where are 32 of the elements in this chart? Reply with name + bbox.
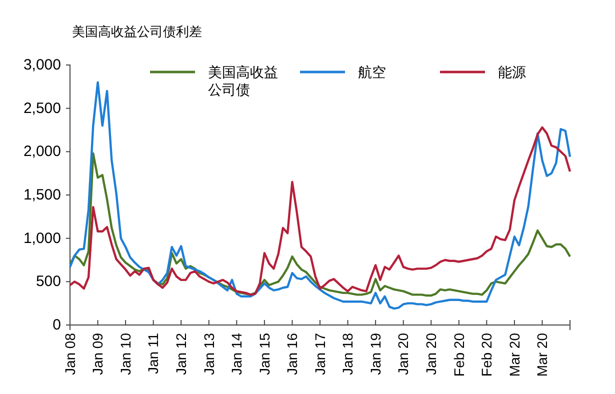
- line-series: [68, 126, 572, 296]
- x-tick-label: Jan 16: [284, 332, 300, 376]
- legend-label: 航空: [358, 64, 386, 80]
- legend-label: 美国高收益公司债: [208, 64, 278, 98]
- y-tick-label: 2,000: [23, 143, 61, 160]
- x-tick-label: Jan 09: [90, 332, 106, 376]
- x-tick-label: Jan 11: [145, 332, 162, 374]
- y-tick-label: 500: [36, 273, 61, 290]
- y-tick-label: 0: [52, 316, 61, 334]
- x-tick-label: Jan 10: [117, 332, 134, 376]
- x-tick-label: Jan 14: [228, 332, 245, 376]
- x-tick-label: Jan 17: [312, 332, 328, 376]
- line-series: [68, 81, 572, 310]
- x-tick-label: Jan 08: [62, 332, 78, 376]
- legend-label: 能源: [498, 64, 526, 80]
- x-tick-label: Jan 18: [340, 332, 356, 376]
- x-tick-label: Mar 20: [534, 332, 550, 377]
- x-tick-label: Jan 13: [200, 332, 217, 376]
- x-tick-label: Jan 19: [367, 332, 384, 376]
- y-tick-label: 1,000: [23, 230, 61, 247]
- x-tick-label: Jan 12: [173, 332, 190, 376]
- chart-title: 美国高收益公司债利差: [72, 24, 202, 39]
- y-tick-label: 1,500: [23, 186, 61, 204]
- x-tick-label: Mar 20: [506, 332, 522, 377]
- x-tick-label: Jan 20: [395, 332, 412, 376]
- y-tick-label: 3,000: [23, 56, 61, 74]
- x-tick-label: Jan 20: [423, 332, 440, 376]
- x-tick-label: Feb 20: [478, 332, 495, 377]
- x-tick-label: Jan 15: [256, 332, 272, 376]
- x-tick-label: Feb 20: [450, 332, 467, 377]
- line-series: [68, 152, 572, 297]
- y-tick-label: 2,500: [23, 100, 61, 117]
